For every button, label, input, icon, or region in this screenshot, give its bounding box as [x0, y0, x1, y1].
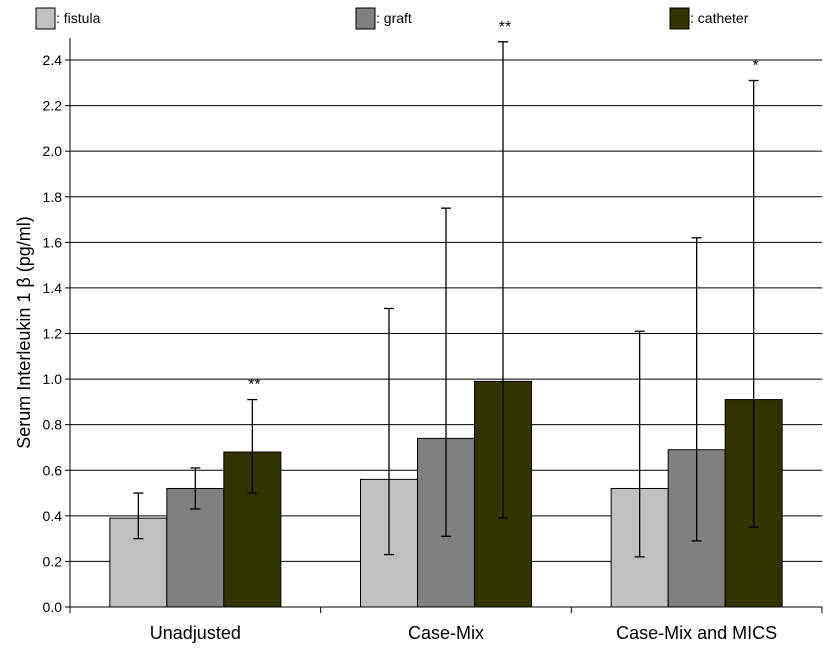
legend-label: : catheter [690, 10, 749, 26]
x-category-label: Case-Mix and MICS [616, 623, 777, 643]
y-tick-label: 0.4 [43, 508, 63, 524]
axes [65, 38, 823, 613]
y-tick-label: 1.8 [43, 189, 63, 205]
x-category-label: Unadjusted [150, 623, 241, 643]
axis-labels: 0.0 0.2 0.4 0.6 0.8 1.0 1.2 1.4 1.6 1.8 2.0 2.2 2.4 U… [43, 52, 778, 643]
y-tick-label: 2.2 [43, 98, 63, 114]
y-axis-label: Serum Interleukin 1 β (pg/ml) [14, 216, 34, 448]
significance-markers: ***** [248, 19, 759, 394]
significance-marker: ** [248, 377, 260, 394]
legend-item: : graft [355, 7, 412, 30]
legend-label: : fistula [56, 10, 101, 26]
y-tick-label: 1.2 [43, 326, 63, 342]
legend-swatch [669, 7, 690, 30]
error-bars [133, 41, 759, 558]
y-tick-label: 0.2 [43, 553, 63, 569]
y-tick-label: 1.4 [43, 280, 63, 296]
significance-marker: ** [499, 19, 511, 36]
x-category-label: Case-Mix [408, 623, 484, 643]
legend-item: : catheter [669, 7, 749, 30]
y-tick-label: 1.6 [43, 234, 63, 250]
legend-swatch [355, 7, 376, 30]
legend-label: : graft [376, 10, 412, 26]
y-tick-label: 0.0 [43, 599, 63, 615]
legend-swatch [35, 7, 56, 30]
legend-item: : fistula [35, 7, 101, 30]
y-tick-label: 2.4 [43, 52, 63, 68]
significance-marker: * [753, 58, 759, 75]
y-tick-label: 2.0 [43, 143, 63, 159]
y-tick-label: 0.6 [43, 462, 63, 478]
y-tick-label: 1.0 [43, 371, 63, 387]
y-tick-label: 0.8 [43, 417, 63, 433]
legend: : fistula : graft : catheter [35, 7, 749, 30]
